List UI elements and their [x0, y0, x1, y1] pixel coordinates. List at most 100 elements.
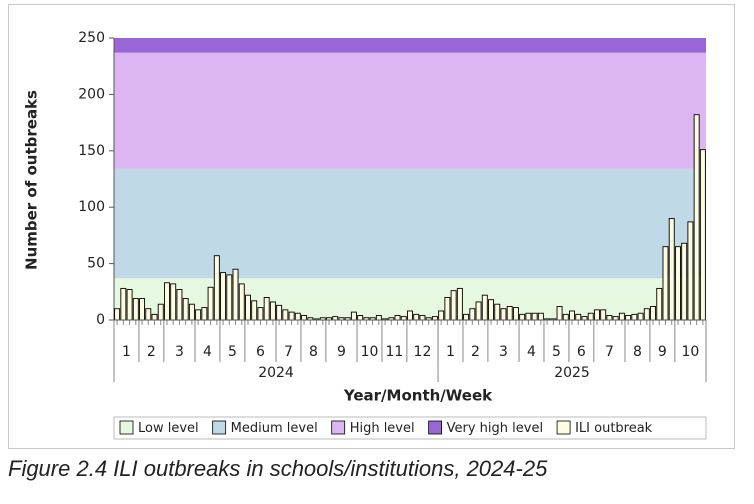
y-tick-label: 250	[78, 30, 105, 46]
bar	[176, 289, 183, 321]
legend-swatch	[331, 420, 346, 435]
bar	[413, 313, 420, 321]
bar	[257, 307, 264, 321]
bar	[232, 268, 239, 321]
bar	[469, 308, 476, 321]
y-tick-label: 50	[87, 256, 105, 272]
y-tick-label: 0	[96, 312, 105, 328]
bar	[213, 255, 220, 321]
bar	[139, 298, 146, 321]
bar	[145, 308, 152, 321]
bar	[606, 315, 613, 321]
bar	[164, 282, 170, 321]
bar	[450, 290, 457, 321]
y-tick-label: 150	[78, 143, 105, 159]
bar	[656, 287, 663, 321]
bar	[494, 303, 501, 321]
bar	[182, 298, 189, 321]
bar	[220, 272, 227, 321]
bar	[699, 149, 706, 321]
bar	[132, 298, 139, 321]
y-axis-title: Number of outbreaks	[23, 90, 41, 270]
bar	[662, 246, 669, 321]
month-label: 5	[552, 344, 561, 360]
legend-swatch	[119, 420, 134, 435]
bar	[438, 310, 445, 321]
bar	[506, 306, 513, 321]
bar	[157, 303, 164, 321]
month-label: 10	[361, 344, 379, 360]
month-label: 9	[337, 344, 346, 360]
bar	[593, 309, 600, 321]
bar	[226, 274, 233, 321]
bar	[637, 312, 644, 321]
bar	[693, 114, 700, 321]
bar	[575, 313, 582, 321]
y-tick-label: 100	[78, 199, 105, 215]
bar	[687, 221, 694, 321]
month-label: 2	[471, 344, 480, 360]
month-label: 10	[682, 344, 700, 360]
month-label: 2	[147, 344, 156, 360]
chart-frame	[8, 4, 735, 449]
month-label: 4	[527, 344, 536, 360]
bar	[400, 316, 407, 321]
caption: Figure 2.4 ILI outbreaks in schools/inst…	[8, 456, 548, 481]
bar	[618, 312, 625, 321]
bar	[625, 315, 632, 321]
bar	[612, 316, 619, 321]
legend-label: ILI outbreak	[575, 421, 653, 436]
bar	[537, 312, 544, 321]
bar	[531, 312, 538, 321]
bar	[587, 312, 594, 321]
year-label: 2024	[258, 365, 294, 381]
bar	[375, 315, 382, 321]
bar	[650, 306, 656, 321]
month-label: 12	[414, 344, 432, 360]
bar	[488, 299, 494, 321]
bar	[195, 309, 202, 321]
x-axis-title: Year/Month/Week	[343, 387, 493, 405]
bar	[151, 313, 158, 321]
bar	[481, 294, 488, 321]
level-band	[114, 168, 706, 279]
month-label: 5	[228, 344, 237, 360]
level-band	[114, 38, 706, 53]
bar	[475, 301, 482, 321]
bar	[332, 316, 339, 321]
bar	[126, 289, 133, 321]
bar	[263, 296, 270, 321]
bar	[238, 283, 245, 321]
legend-label: Very high level	[447, 421, 543, 436]
bar	[668, 218, 675, 321]
bar	[188, 303, 195, 321]
bar	[170, 283, 177, 321]
bar	[288, 311, 295, 321]
year-label: 2025	[554, 365, 590, 381]
bar	[357, 315, 364, 321]
month-label: 1	[446, 344, 455, 360]
month-label: 7	[605, 344, 614, 360]
bar	[394, 315, 401, 321]
bar	[207, 286, 214, 321]
bar	[569, 310, 575, 321]
month-label: 7	[284, 344, 293, 360]
legend-label: Low level	[138, 421, 199, 436]
bar	[444, 296, 451, 321]
month-label: 3	[499, 344, 508, 360]
bar	[407, 310, 413, 321]
bar	[512, 307, 519, 321]
bar	[456, 287, 463, 321]
legend-swatch	[556, 420, 571, 435]
bar	[643, 308, 650, 321]
bar	[245, 294, 251, 321]
legend-label: Medium level	[231, 421, 318, 436]
bar	[631, 313, 638, 321]
legend-label: High level	[350, 421, 415, 436]
bar	[120, 287, 127, 321]
bar	[301, 315, 308, 321]
month-label: 4	[203, 344, 212, 360]
bar	[674, 246, 681, 321]
bar	[269, 301, 276, 321]
